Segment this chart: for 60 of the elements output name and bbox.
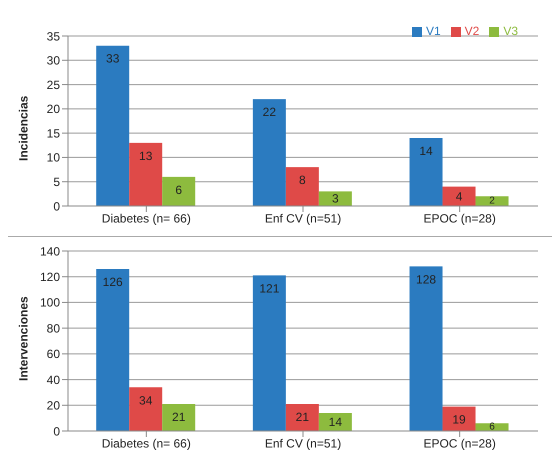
y-tick-label: 20: [46, 398, 60, 413]
bar: [129, 142, 162, 206]
y-tick-label: 40: [46, 372, 60, 387]
y-axis-title: Intervenciones: [16, 296, 30, 381]
bar: [252, 99, 286, 206]
bar: [442, 186, 476, 206]
x-tick-label: Enf CV (n=51): [264, 436, 342, 451]
y-tick-label: 0: [53, 424, 60, 438]
y-tick-label: 140: [40, 244, 60, 258]
legend-label: V3: [503, 24, 518, 38]
x-tick-label: Enf CV (n=51): [264, 212, 342, 226]
bar: [442, 406, 476, 431]
x-tick-label: Diabetes (n= 66): [102, 436, 191, 451]
y-tick-label: 35: [46, 29, 60, 44]
x-tick-label: EPOC (n=28): [423, 212, 496, 226]
bar: [252, 275, 286, 431]
bar: [162, 176, 196, 206]
y-tick-label: 15: [46, 126, 60, 140]
data-label: 126: [102, 275, 124, 289]
y-tick-label: 5: [53, 174, 60, 189]
bar: [410, 266, 443, 431]
y-tick-label: 0: [53, 199, 60, 214]
data-label: 19: [452, 412, 466, 427]
data-label: 121: [259, 281, 280, 296]
data-label: 8: [299, 173, 306, 188]
y-tick-label: 120: [40, 270, 60, 284]
data-label: 4: [456, 189, 463, 204]
data-label: 13: [139, 148, 153, 163]
y-tick-label: 10: [46, 150, 60, 165]
data-label: 14: [419, 144, 434, 158]
y-tick-label: 60: [46, 347, 60, 362]
bar: [286, 404, 319, 431]
data-label: 21: [172, 410, 186, 424]
legend-label: V1: [426, 24, 441, 38]
y-tick-label: 30: [46, 54, 60, 68]
data-label: 3: [332, 192, 340, 206]
y-tick-label: 100: [40, 296, 60, 310]
bar: [96, 269, 130, 431]
bar: [96, 46, 130, 206]
data-label: 6: [175, 182, 182, 197]
data-label: 6: [489, 422, 496, 433]
bar: [129, 387, 162, 431]
x-tick-label: Diabetes (n= 66): [102, 212, 191, 226]
y-tick-label: 20: [46, 102, 60, 116]
y-axis-title: Incidencias: [16, 95, 30, 161]
data-label: 21: [296, 410, 310, 424]
y-tick-label: 25: [46, 78, 60, 92]
y-tick-label: 80: [46, 321, 60, 336]
bar: [286, 167, 319, 206]
data-label: 33: [106, 52, 120, 66]
data-label: 34: [139, 393, 153, 408]
x-tick-label: EPOC (n=28): [423, 436, 496, 451]
data-label: 14: [328, 415, 342, 429]
data-label: 128: [416, 272, 436, 286]
bar: [410, 138, 443, 206]
bar: [162, 404, 196, 431]
bar: [318, 191, 352, 206]
legend-label: V2: [464, 24, 480, 38]
data-label: 22: [262, 105, 276, 120]
data-label: 2: [489, 196, 496, 207]
